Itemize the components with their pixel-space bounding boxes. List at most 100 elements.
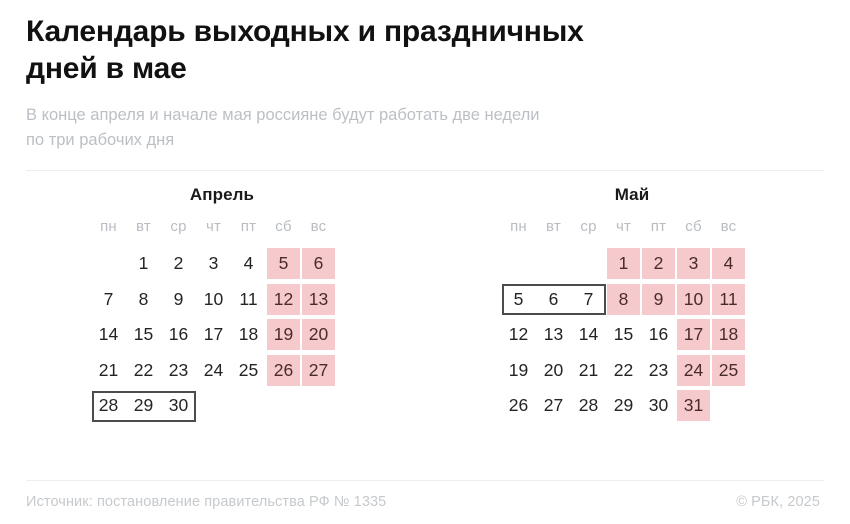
day-number: 15 (133, 324, 154, 345)
day-number: 21 (98, 359, 119, 380)
weekday-header-may: пн вт ср чт пт сб вс (501, 214, 763, 244)
day-cell-holiday-19[interactable]: 19 (266, 317, 301, 353)
day-cell-holiday-8[interactable]: 8 (606, 282, 641, 318)
day-cell-18[interactable]: 18 (231, 317, 266, 353)
day-cell-holiday-27[interactable]: 27 (301, 353, 336, 389)
day-cell-2[interactable]: 2 (161, 246, 196, 282)
day-cell-holiday-9[interactable]: 9 (641, 282, 676, 318)
day-cell-27[interactable]: 27 (536, 388, 571, 424)
day-cell-empty (266, 388, 301, 424)
day-cell-25[interactable]: 25 (231, 353, 266, 389)
day-cell-holiday-13[interactable]: 13 (301, 282, 336, 318)
day-cell-22[interactable]: 22 (126, 353, 161, 389)
day-cell-15[interactable]: 15 (606, 317, 641, 353)
day-cell-29[interactable]: 29 (126, 388, 161, 424)
day-cell-empty (501, 246, 536, 282)
day-cell-7[interactable]: 7 (571, 282, 606, 318)
day-cell-28[interactable]: 28 (571, 388, 606, 424)
day-cell-23[interactable]: 23 (161, 353, 196, 389)
day-cell-21[interactable]: 21 (571, 353, 606, 389)
day-number: 26 (267, 354, 300, 386)
day-number (232, 390, 265, 421)
weekday-label-сб: сб (275, 218, 292, 235)
day-cell-empty (91, 246, 126, 282)
day-number: 1 (607, 248, 640, 280)
day-number: 1 (138, 253, 149, 274)
day-cell-holiday-24[interactable]: 24 (676, 353, 711, 389)
day-cell-12[interactable]: 12 (501, 317, 536, 353)
month-title-april: Апрель (189, 185, 255, 204)
day-cell-19[interactable]: 19 (501, 353, 536, 389)
day-number: 12 (267, 283, 300, 315)
weekday-label-чт: чт (615, 218, 632, 235)
weekday-label-чт: чт (205, 218, 222, 235)
day-number: 3 (208, 253, 219, 274)
day-cell-holiday-26[interactable]: 26 (266, 353, 301, 389)
day-cell-26[interactable]: 26 (501, 388, 536, 424)
day-cell-empty (711, 388, 746, 424)
day-cell-holiday-25[interactable]: 25 (711, 353, 746, 389)
day-cell-1[interactable]: 1 (126, 246, 161, 282)
day-cell-22[interactable]: 22 (606, 353, 641, 389)
day-cell-29[interactable]: 29 (606, 388, 641, 424)
day-cell-21[interactable]: 21 (91, 353, 126, 389)
day-cell-20[interactable]: 20 (536, 353, 571, 389)
day-number: 31 (677, 390, 710, 422)
weekday-label-пн: пн (100, 218, 117, 235)
day-cell-8[interactable]: 8 (126, 282, 161, 318)
day-cell-16[interactable]: 16 (161, 317, 196, 353)
day-cell-3[interactable]: 3 (196, 246, 231, 282)
day-cell-16[interactable]: 16 (641, 317, 676, 353)
day-cell-holiday-6[interactable]: 6 (301, 246, 336, 282)
day-number: 22 (613, 359, 634, 380)
day-cell-30[interactable]: 30 (161, 388, 196, 424)
day-number: 16 (648, 324, 669, 345)
day-number: 18 (238, 324, 259, 345)
day-cell-6[interactable]: 6 (536, 282, 571, 318)
day-cell-17[interactable]: 17 (196, 317, 231, 353)
day-cell-holiday-4[interactable]: 4 (711, 246, 746, 282)
day-number: 28 (578, 395, 599, 416)
day-cell-13[interactable]: 13 (536, 317, 571, 353)
day-cell-30[interactable]: 30 (641, 388, 676, 424)
day-number: 9 (642, 283, 675, 315)
header: Календарь выходных и праздничных дней в … (26, 0, 824, 171)
day-number: 13 (302, 283, 335, 315)
day-cell-holiday-17[interactable]: 17 (676, 317, 711, 353)
day-cell-holiday-1[interactable]: 1 (606, 246, 641, 282)
day-cell-14[interactable]: 14 (571, 317, 606, 353)
day-cell-10[interactable]: 10 (196, 282, 231, 318)
day-cell-holiday-11[interactable]: 11 (711, 282, 746, 318)
weekday-label-ср: ср (170, 218, 187, 235)
day-cell-11[interactable]: 11 (231, 282, 266, 318)
day-grid-april: 1 2 3 4 5 6 7 8 9 10 11 12 13 14 15 16 17 18 19 20 21 22 23 24 2… (91, 246, 353, 424)
day-cell-holiday-18[interactable]: 18 (711, 317, 746, 353)
day-number: 18 (712, 319, 745, 351)
day-number: 17 (677, 319, 710, 351)
footer: Источник: постановление правительства РФ… (26, 480, 824, 510)
day-cell-holiday-31[interactable]: 31 (676, 388, 711, 424)
day-cell-28[interactable]: 28 (91, 388, 126, 424)
day-number: 30 (168, 395, 189, 416)
day-cell-holiday-3[interactable]: 3 (676, 246, 711, 282)
day-cell-24[interactable]: 24 (196, 353, 231, 389)
day-cell-holiday-20[interactable]: 20 (301, 317, 336, 353)
day-number: 27 (543, 395, 564, 416)
day-number: 5 (267, 248, 300, 280)
day-cell-7[interactable]: 7 (91, 282, 126, 318)
day-cell-15[interactable]: 15 (126, 317, 161, 353)
day-number: 15 (613, 324, 634, 345)
day-cell-23[interactable]: 23 (641, 353, 676, 389)
weekday-label-ср: ср (580, 218, 597, 235)
day-cell-empty (301, 388, 336, 424)
day-cell-holiday-10[interactable]: 10 (676, 282, 711, 318)
day-number: 11 (239, 288, 258, 309)
day-cell-4[interactable]: 4 (231, 246, 266, 282)
day-cell-14[interactable]: 14 (91, 317, 126, 353)
day-cell-9[interactable]: 9 (161, 282, 196, 318)
day-cell-holiday-2[interactable]: 2 (641, 246, 676, 282)
day-cell-holiday-12[interactable]: 12 (266, 282, 301, 318)
day-number (267, 390, 300, 421)
day-cell-5[interactable]: 5 (501, 282, 536, 318)
day-cell-holiday-5[interactable]: 5 (266, 246, 301, 282)
